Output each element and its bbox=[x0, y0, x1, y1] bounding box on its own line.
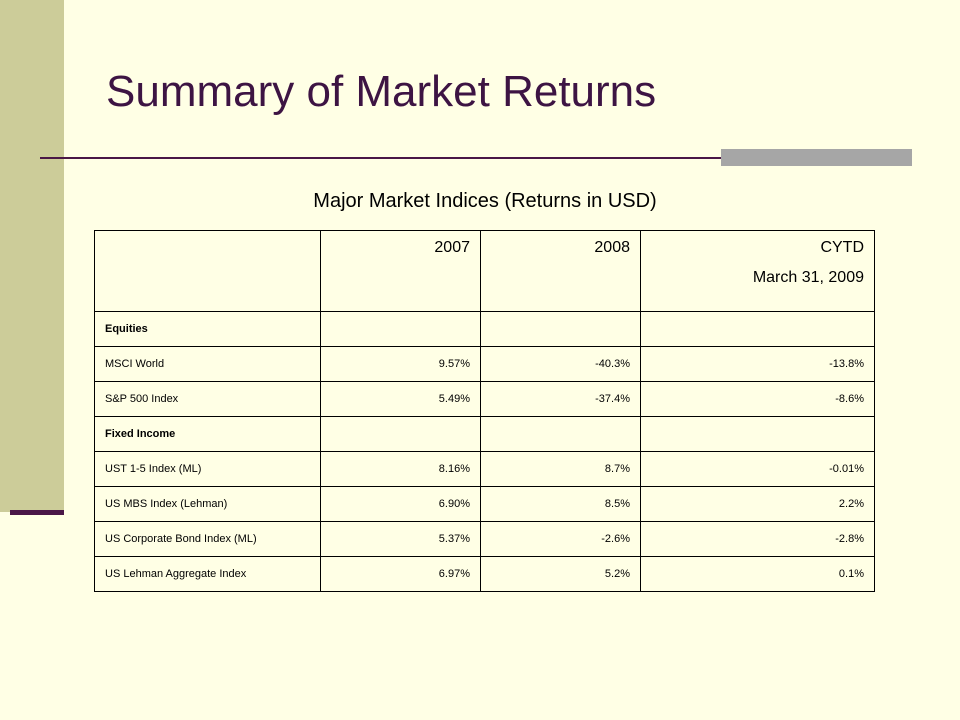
cell-2008: 8.7% bbox=[480, 451, 641, 487]
cell-2008: -2.6% bbox=[480, 521, 641, 557]
table-caption: Major Market Indices (Returns in USD) bbox=[313, 190, 657, 212]
row-label: US MBS Index (Lehman) bbox=[94, 486, 321, 522]
cell-2007: 6.90% bbox=[320, 486, 481, 522]
row-label: UST 1-5 Index (ML) bbox=[94, 451, 321, 487]
cell-2008: 8.5% bbox=[480, 486, 641, 522]
decorative-side-bar bbox=[0, 0, 64, 512]
cell-cytd: -13.8% bbox=[640, 346, 875, 382]
table-row: S&P 500 Index 5.49% -37.4% -8.6% bbox=[94, 381, 875, 417]
cell-cytd: -2.8% bbox=[640, 521, 875, 557]
table-row: US Lehman Aggregate Index 6.97% 5.2% 0.1… bbox=[94, 556, 875, 592]
header-cell-empty bbox=[94, 230, 321, 312]
cell-2007: 6.97% bbox=[320, 556, 481, 592]
header-cell-cytd: CYTD March 31, 2009 bbox=[640, 230, 875, 312]
title-underline-accent bbox=[721, 149, 912, 166]
cell-2007: 8.16% bbox=[320, 451, 481, 487]
table-row: US MBS Index (Lehman) 6.90% 8.5% 2.2% bbox=[94, 486, 875, 522]
slide-title: Summary of Market Returns bbox=[106, 67, 657, 116]
header-cytd-date: March 31, 2009 bbox=[752, 269, 864, 286]
cell-cytd: 0.1% bbox=[640, 556, 875, 592]
cell-cytd bbox=[640, 416, 875, 452]
cell-2008: -40.3% bbox=[480, 346, 641, 382]
header-cell-2008: 2008 bbox=[480, 230, 641, 312]
row-label: Equities bbox=[94, 311, 321, 347]
title-underline bbox=[40, 157, 912, 159]
cell-cytd: 2.2% bbox=[640, 486, 875, 522]
table-row: US Corporate Bond Index (ML) 5.37% -2.6%… bbox=[94, 521, 875, 557]
cell-2008: 5.2% bbox=[480, 556, 641, 592]
row-label: MSCI World bbox=[94, 346, 321, 382]
cell-cytd bbox=[640, 311, 875, 347]
cell-2007 bbox=[320, 311, 481, 347]
cell-2007: 5.37% bbox=[320, 521, 481, 557]
header-cell-2007: 2007 bbox=[320, 230, 481, 312]
cell-2007: 5.49% bbox=[320, 381, 481, 417]
table-row: MSCI World 9.57% -40.3% -13.8% bbox=[94, 346, 875, 382]
cell-cytd: -8.6% bbox=[640, 381, 875, 417]
cell-2007 bbox=[320, 416, 481, 452]
table-row-section-equities: Equities bbox=[94, 311, 875, 347]
cell-2008 bbox=[480, 311, 641, 347]
table-header-row: 2007 2008 CYTD March 31, 2009 bbox=[94, 230, 875, 312]
side-bar-accent-line bbox=[10, 510, 64, 515]
cell-2008: -37.4% bbox=[480, 381, 641, 417]
market-returns-table: 2007 2008 CYTD March 31, 2009 Equities M… bbox=[94, 230, 875, 592]
cell-2007: 9.57% bbox=[320, 346, 481, 382]
table-row-section-fixed-income: Fixed Income bbox=[94, 416, 875, 452]
row-label: S&P 500 Index bbox=[94, 381, 321, 417]
header-cytd-label: CYTD bbox=[820, 239, 864, 256]
row-label: US Corporate Bond Index (ML) bbox=[94, 521, 321, 557]
cell-cytd: -0.01% bbox=[640, 451, 875, 487]
cell-2008 bbox=[480, 416, 641, 452]
table-row: UST 1-5 Index (ML) 8.16% 8.7% -0.01% bbox=[94, 451, 875, 487]
row-label: US Lehman Aggregate Index bbox=[94, 556, 321, 592]
row-label: Fixed Income bbox=[94, 416, 321, 452]
